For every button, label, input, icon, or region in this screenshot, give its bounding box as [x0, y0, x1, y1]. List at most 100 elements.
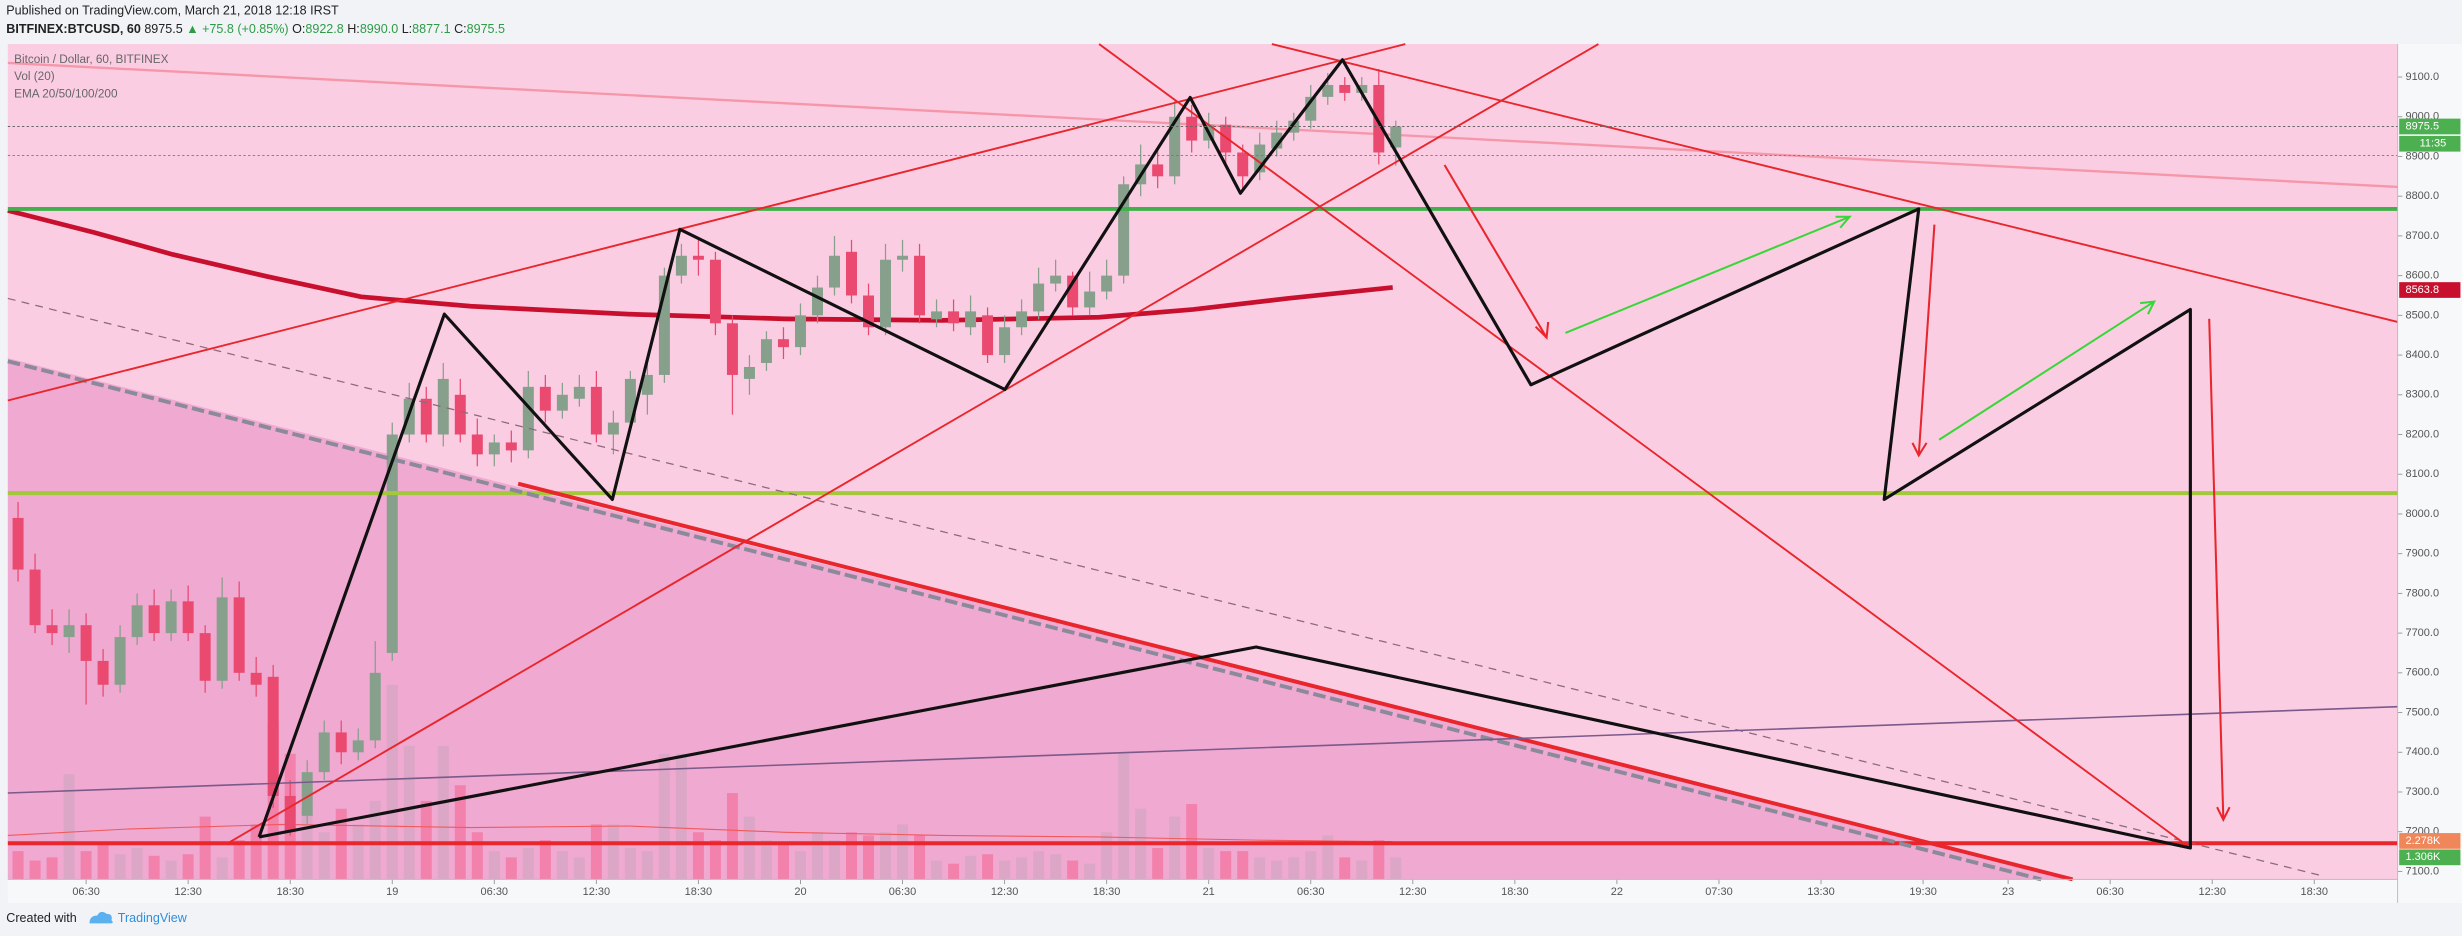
- candle-body: [1237, 152, 1249, 177]
- h-val: 8990.0: [360, 22, 398, 36]
- volume-bar: [641, 851, 653, 880]
- volume-bar: [403, 745, 415, 880]
- candle-body: [641, 374, 653, 395]
- volume-bar: [931, 860, 943, 880]
- volume-bar: [386, 684, 398, 880]
- volume-bar: [114, 854, 126, 880]
- candle-body: [318, 732, 330, 773]
- candle-body: [999, 327, 1011, 356]
- x-tick-label: 22: [1611, 886, 1623, 898]
- x-tick-label: 12:30: [583, 886, 611, 898]
- volume-bar: [216, 857, 228, 880]
- volume-bar: [505, 857, 517, 880]
- volume-bar: [539, 840, 551, 880]
- volume-bar: [471, 832, 483, 880]
- forecast-arrows: [1565, 215, 2157, 441]
- c-val: 8975.5: [467, 22, 505, 36]
- candle-body: [1339, 84, 1351, 93]
- footer-brand[interactable]: TradingView: [118, 911, 188, 925]
- y-tick-label: 9100.0: [2405, 71, 2439, 83]
- volume-bar: [1118, 753, 1130, 880]
- candle-body: [437, 378, 449, 435]
- candle-body: [1356, 84, 1368, 93]
- candle-body: [590, 386, 602, 435]
- candle-body: [1288, 120, 1300, 133]
- volume-bar: [318, 832, 330, 880]
- y-tick-label: 8100.0: [2405, 468, 2439, 480]
- volume-bar: [607, 824, 619, 880]
- up-arrow: [1565, 215, 1852, 334]
- candle-body: [80, 625, 92, 661]
- last-price: 8975.5: [144, 22, 182, 36]
- candle-body: [471, 434, 483, 455]
- x-tick-label: 06:30: [2096, 886, 2123, 898]
- volume-bar: [1050, 854, 1062, 880]
- volume-bar: [1237, 851, 1249, 880]
- candle-layer: [12, 69, 1402, 836]
- volume-tag-label: 1.306K: [2405, 851, 2440, 863]
- candle-body: [420, 398, 432, 435]
- candle-body: [488, 442, 500, 455]
- volume-bar: [1101, 832, 1113, 880]
- candle-body: [352, 740, 364, 753]
- y-tick-label: 8400.0: [2405, 349, 2439, 361]
- x-tick-label: 18:30: [1093, 886, 1121, 898]
- volume-bar: [794, 851, 806, 880]
- volume-bar: [1067, 860, 1079, 880]
- volume-bar: [97, 844, 109, 880]
- legend-indicator: Vol (20): [14, 70, 55, 83]
- pattern-zigzag: [257, 58, 2192, 850]
- candle-body: [63, 625, 75, 638]
- candle-body: [1322, 84, 1334, 97]
- volume-tag-label: 2.278K: [2405, 835, 2440, 847]
- volume-bar: [1390, 857, 1402, 880]
- x-tick-label: 18:30: [685, 886, 713, 898]
- candle-body: [1016, 311, 1028, 328]
- volume-bar: [1152, 847, 1164, 880]
- volume-bar: [692, 832, 704, 880]
- candle-body: [675, 255, 687, 276]
- c-key: C:: [454, 22, 467, 36]
- volume-bar: [63, 774, 75, 880]
- candle-body: [539, 386, 551, 411]
- volume-bar: [488, 851, 500, 880]
- x-tick-label: 12:30: [991, 886, 1019, 898]
- volume-bar: [1356, 860, 1368, 880]
- down-arrow: [2208, 318, 2231, 822]
- y-tick-label: 7700.0: [2405, 627, 2439, 639]
- volume-tag: [2399, 833, 2461, 849]
- volume-bar: [675, 753, 687, 880]
- candle-body: [454, 394, 466, 435]
- volume-bar: [1373, 840, 1385, 880]
- volume-bar: [726, 793, 738, 880]
- volume-bar: [914, 835, 926, 880]
- volume-bar: [811, 832, 823, 880]
- symbol-line: BITFINEX:BTCUSD, 60 8975.5 ▲ +75.8 (+0.8…: [6, 22, 505, 36]
- candle-body: [386, 434, 398, 653]
- candle-body: [811, 287, 823, 316]
- symbol: BITFINEX:BTCUSD, 60: [6, 22, 141, 36]
- x-tick-label: 06:30: [72, 886, 100, 898]
- volume-bar: [828, 840, 840, 880]
- candle-body: [369, 672, 381, 741]
- x-tick-label: 12:30: [174, 886, 202, 898]
- candle-body: [760, 339, 772, 364]
- candle-body: [199, 633, 211, 681]
- x-tick-label: 21: [1203, 886, 1215, 898]
- y-tick-label: 8000.0: [2405, 508, 2439, 520]
- footer-created: Created with: [6, 911, 76, 925]
- trend-line: [7, 43, 1406, 402]
- y-tick-label: 7300.0: [2405, 786, 2439, 798]
- volume-bar: [948, 863, 960, 880]
- ema-line: [7, 208, 1393, 323]
- candle-body: [658, 275, 670, 375]
- x-tick-label: 20: [794, 886, 806, 898]
- volume-bar: [454, 785, 466, 880]
- dashed-trend: [7, 359, 2042, 882]
- candle-body: [777, 339, 789, 348]
- y-tick-label: 7900.0: [2405, 548, 2439, 560]
- volume-bar: [743, 816, 755, 880]
- volume-bar: [369, 800, 381, 880]
- candle-body: [1118, 184, 1130, 276]
- candle-body: [284, 795, 296, 832]
